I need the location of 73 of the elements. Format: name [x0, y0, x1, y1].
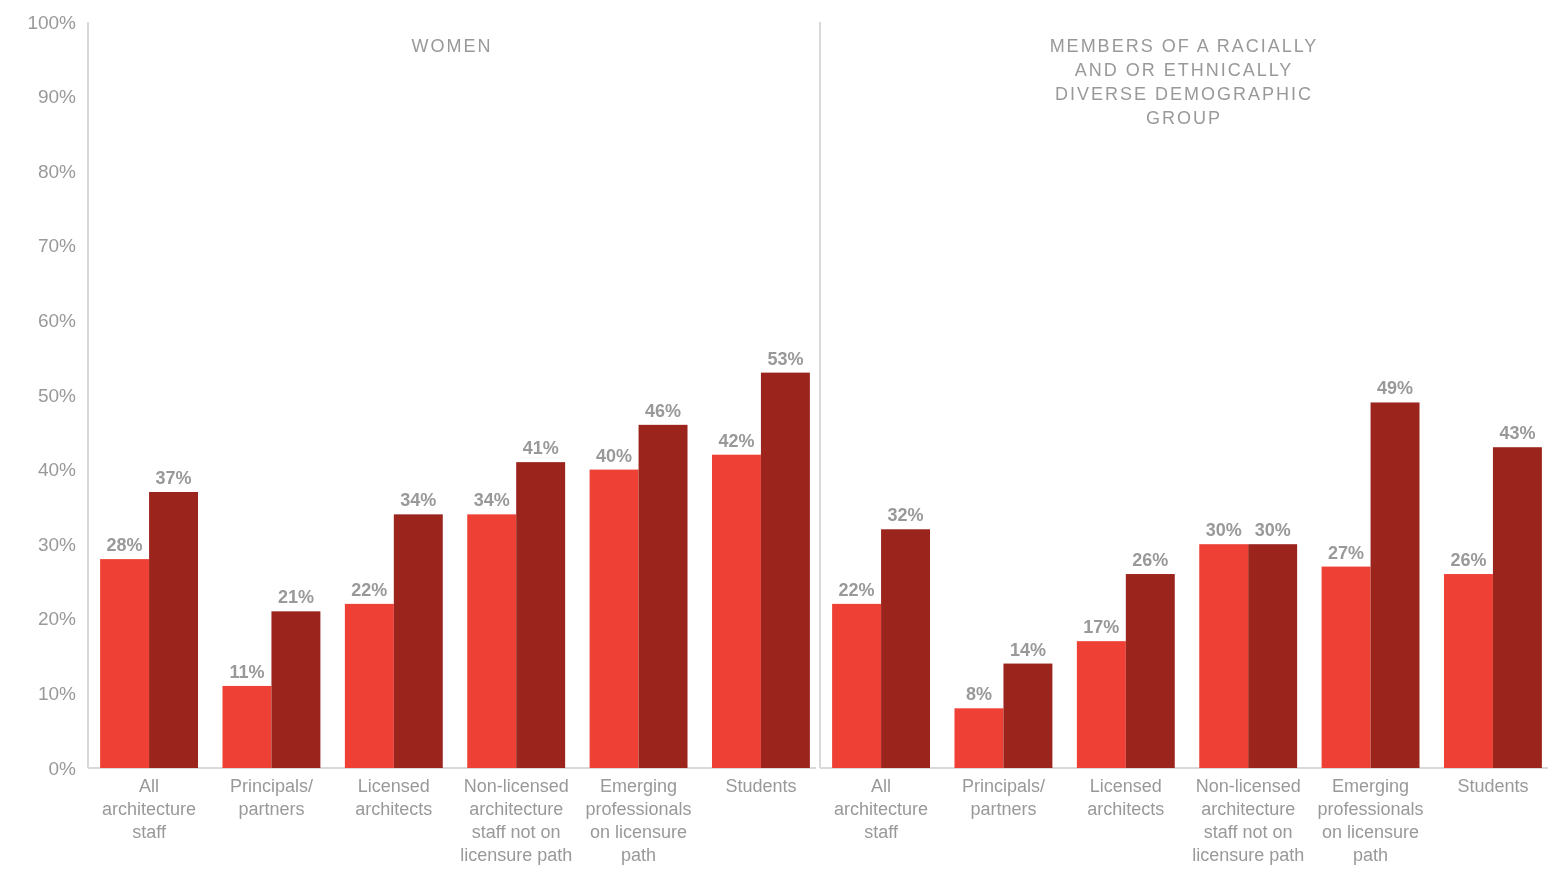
bar	[467, 514, 517, 768]
data-label: 53%	[767, 348, 804, 369]
y-tick-label: 60%	[37, 310, 77, 332]
text: WOMEN	[411, 36, 493, 56]
x-tick-label: Students	[725, 776, 797, 796]
data-label: 40%	[596, 445, 633, 466]
bar	[638, 424, 688, 768]
data-label: 28%	[106, 535, 143, 556]
x-tick-label: Emerging professionals on licensure path	[585, 776, 692, 865]
y-tick-label: 100%	[27, 11, 77, 33]
data-label: 46%	[645, 400, 682, 421]
data-label: 17%	[1083, 617, 1120, 638]
data-label: 37%	[155, 467, 192, 488]
x-tick-label: Licensed architects	[1087, 776, 1165, 819]
data-label: 34%	[473, 490, 510, 511]
data-label: 21%	[277, 587, 314, 608]
data-label: 43%	[1499, 423, 1536, 444]
bar	[271, 611, 321, 768]
data-label: 42%	[718, 430, 755, 451]
bar	[516, 462, 566, 768]
bar	[344, 603, 394, 768]
bar	[393, 514, 443, 768]
bar	[222, 685, 272, 768]
y-tick-label: 30%	[37, 533, 77, 555]
text: MEMBERS OF A RACIALLY AND OR ETHNICALLY DIVERSE DEMOGRAPHIC GROUP	[1049, 36, 1319, 128]
data-label: 11%	[229, 661, 265, 682]
bar	[832, 603, 882, 768]
bar	[1443, 574, 1493, 768]
x-tick-label: All architecture staff	[834, 776, 929, 842]
y-tick-label: 40%	[37, 459, 77, 481]
bar	[881, 529, 931, 768]
data-label: 26%	[1132, 550, 1169, 571]
x-tick-label: Licensed architects	[355, 776, 433, 819]
x-tick-label: Students	[1457, 776, 1529, 796]
y-tick-label: 90%	[37, 86, 77, 108]
bar	[1199, 544, 1249, 768]
data-label: 27%	[1328, 542, 1365, 563]
bar	[149, 491, 199, 768]
data-label: 22%	[351, 579, 388, 600]
data-label: 41%	[522, 438, 559, 459]
data-label: 22%	[838, 579, 875, 600]
bar	[1248, 544, 1298, 768]
x-tick-label: Principals/ partners	[229, 776, 313, 819]
y-tick-label: 70%	[37, 235, 77, 257]
y-tick-label: 50%	[37, 384, 77, 406]
bar	[1492, 447, 1542, 768]
bar	[1125, 574, 1175, 768]
data-label: 49%	[1377, 378, 1414, 399]
data-label: 8%	[965, 684, 992, 705]
y-tick-label: 80%	[37, 160, 77, 182]
x-tick-label: Non-licensed architecture staff not on licensure path	[460, 776, 573, 865]
bar	[1076, 641, 1126, 768]
bar	[1321, 566, 1371, 768]
x-tick-label: Principals/ partners	[961, 776, 1045, 819]
bar	[1003, 663, 1053, 768]
bar	[100, 559, 150, 768]
x-tick-label: Non-licensed architecture staff not on licensure path	[1192, 776, 1305, 865]
bar	[954, 708, 1004, 768]
x-tick-label: All architecture staff	[102, 776, 197, 842]
data-label: 34%	[400, 490, 437, 511]
y-tick-label: 0%	[48, 757, 77, 779]
data-label: 32%	[887, 505, 924, 526]
data-label: 14%	[1009, 639, 1046, 660]
y-tick-label: 20%	[37, 608, 77, 630]
data-label: 30%	[1254, 520, 1291, 541]
bar	[1370, 402, 1420, 768]
data-label: 30%	[1205, 520, 1242, 541]
bar	[589, 469, 639, 768]
y-tick-label: 10%	[37, 683, 77, 705]
bar	[711, 454, 761, 768]
data-label: 26%	[1450, 550, 1487, 571]
x-tick-label: Emerging professionals on licensure path	[1317, 776, 1424, 865]
bar	[760, 372, 810, 768]
